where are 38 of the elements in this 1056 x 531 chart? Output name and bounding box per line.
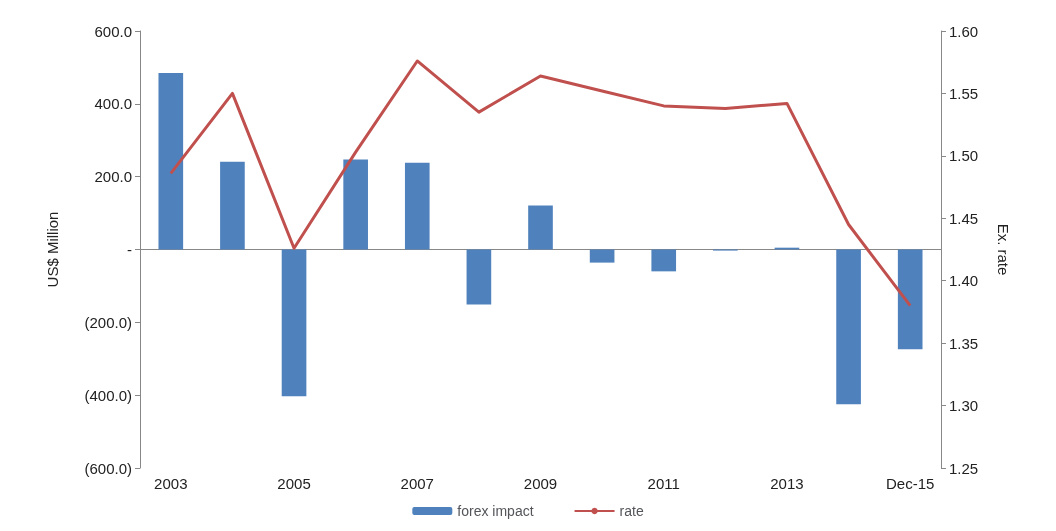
legend-label: forex impact: [457, 503, 534, 519]
x-tick-label: 2005: [277, 475, 311, 492]
y2-axis-title: Ex. rate: [995, 223, 1012, 276]
bar: [836, 249, 861, 405]
bar: [589, 249, 615, 263]
y2-tick-label: 1.30: [949, 397, 979, 415]
bar: [281, 249, 307, 397]
y2-tick-label: 1.35: [949, 334, 979, 352]
y2-tick-label: 1.55: [949, 84, 979, 102]
line-series: [169, 59, 912, 308]
y-tick-label: 400.0: [94, 95, 132, 113]
legend-label: rate: [619, 503, 644, 519]
bar: [897, 249, 923, 350]
y-tick-label: 600.0: [94, 22, 132, 40]
y2-tick-label: 1.45: [949, 209, 979, 227]
y2-tick-label: 1.25: [949, 459, 979, 477]
y-tick-label: 200.0: [94, 168, 132, 186]
y2-tick-label: 1.60: [949, 22, 979, 40]
bar: [404, 162, 430, 250]
y-tick-label: (600.0): [84, 459, 132, 477]
bar: [528, 205, 553, 250]
x-tick-label: 2003: [154, 475, 188, 492]
y-tick-label: -: [127, 241, 132, 258]
y-tick-label: (200.0): [84, 313, 132, 331]
x-tick-label: 2011: [647, 475, 680, 492]
x-tick-label: Dec-15: [886, 475, 935, 492]
y2-tick-label: 1.40: [949, 272, 979, 290]
y-tick-label: (400.0): [84, 386, 132, 404]
y-axis-title: US$ Million: [44, 211, 61, 288]
x-tick-label: 2009: [523, 475, 558, 492]
bar: [343, 159, 368, 250]
x-tick-label: 2007: [400, 475, 434, 492]
y2-tick-label: 1.50: [949, 147, 979, 165]
bar: [466, 249, 492, 305]
bar: [651, 249, 677, 272]
bar: [158, 72, 184, 250]
bar: [220, 161, 245, 250]
x-tick-label: 2013: [770, 475, 804, 492]
